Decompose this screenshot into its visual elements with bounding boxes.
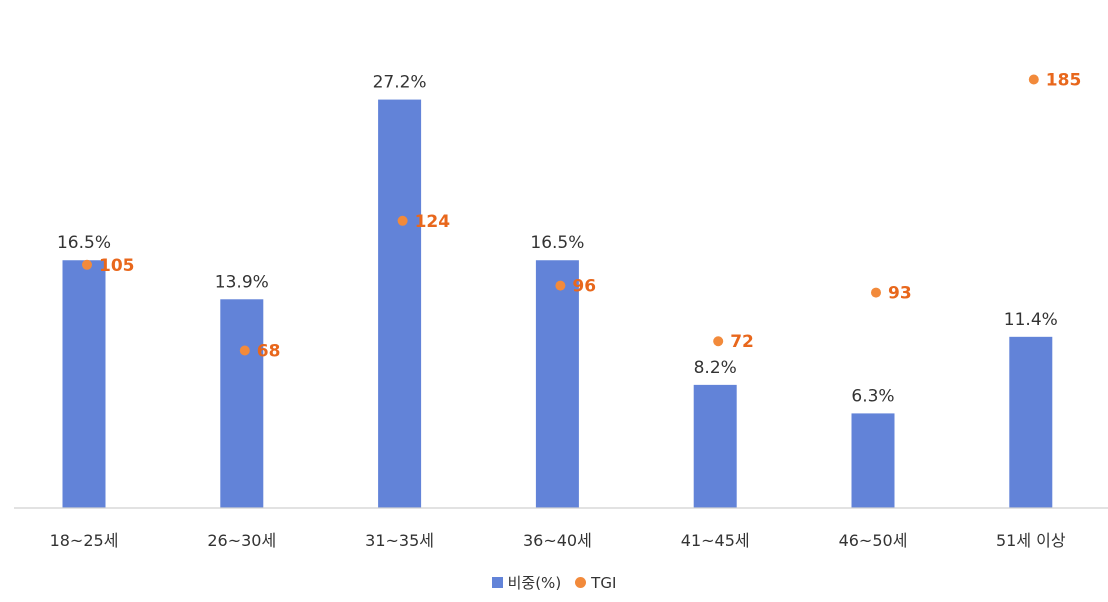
tgi-value-label-0: 105 <box>99 256 135 276</box>
bar-2 <box>378 99 422 508</box>
legend: 비중(%) TGI <box>0 572 1108 593</box>
tgi-point-0 <box>82 259 92 270</box>
x-tick-label-3: 36~40세 <box>523 531 592 550</box>
bar-6 <box>1009 336 1053 508</box>
tgi-value-label-5: 93 <box>888 284 912 304</box>
tgi-labels-layer: 105 68 124 96 72 93 185 <box>99 70 1081 361</box>
tgi-point-6 <box>1028 74 1039 85</box>
x-tick-label-5: 46~50세 <box>839 531 908 550</box>
bar-1 <box>220 299 264 508</box>
x-tick-labels: 18~25세 26~30세 31~35세 36~40세 41~45세 46~50세 51세 … <box>50 531 1066 550</box>
tgi-point-5 <box>871 287 881 298</box>
tgi-layer <box>82 74 1039 356</box>
tgi-value-label-4: 72 <box>730 332 754 352</box>
bar-3 <box>535 260 579 508</box>
tgi-point-3 <box>555 280 566 291</box>
x-tick-label-1: 26~30세 <box>207 531 276 550</box>
legend-item-share: 비중(%) <box>491 572 562 593</box>
bar-value-label-1: 13.9% <box>215 272 269 292</box>
x-tick-label-4: 41~45세 <box>681 531 750 550</box>
bars-layer <box>62 99 1053 508</box>
bar-value-label-0: 16.5% <box>57 233 111 253</box>
bar-value-label-5: 6.3% <box>851 386 894 406</box>
tgi-point-4 <box>713 336 724 347</box>
bar-value-label-2: 27.2% <box>373 73 427 93</box>
tgi-point-1 <box>239 345 250 356</box>
legend-label-tgi: TGI <box>591 573 617 592</box>
bar-value-label-6: 11.4% <box>1004 310 1058 330</box>
tgi-value-label-2: 124 <box>415 212 451 232</box>
legend-swatch-tgi <box>575 577 587 588</box>
tgi-value-label-3: 96 <box>572 277 596 297</box>
bar-value-label-4: 8.2% <box>694 358 737 378</box>
legend-item-tgi: TGI <box>575 574 616 592</box>
bar-4 <box>693 384 737 508</box>
bar-labels-layer: 16.5% 13.9% 27.2% 16.5% 8.2% 6.3% 11.4% <box>57 73 1058 407</box>
tgi-value-label-6: 185 <box>1046 70 1082 90</box>
tgi-point-2 <box>397 215 408 226</box>
bar-value-label-3: 16.5% <box>530 233 584 253</box>
x-tick-label-2: 31~35세 <box>365 531 434 550</box>
legend-swatch-share <box>491 577 503 588</box>
x-tick-label-6: 51세 이상 <box>996 531 1066 550</box>
legend-label-share: 비중(%) <box>507 574 562 592</box>
x-tick-label-0: 18~25세 <box>50 531 119 550</box>
tgi-value-label-1: 68 <box>257 341 281 361</box>
bar-5 <box>851 413 895 508</box>
bar-0 <box>62 260 106 508</box>
